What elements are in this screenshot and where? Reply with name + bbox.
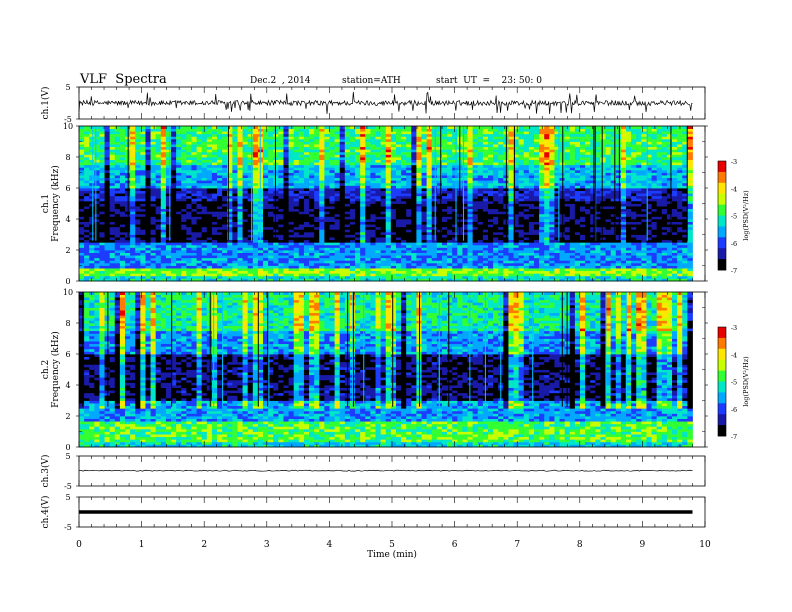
colorbar-tick-2-2: -5 (731, 379, 737, 387)
wave-ytick-label-0-1: -5 (64, 115, 72, 124)
wave-ylabel-0: ch.1(V) (40, 87, 51, 120)
wave-ytick-label-0-0: 5 (65, 83, 70, 92)
y-tick-label-2-3: 6 (65, 350, 70, 359)
x-tick-label-5: 5 (389, 540, 395, 550)
x-tick-label-10: 10 (699, 540, 711, 550)
ch1-trace (78, 91, 693, 115)
colorbar-1 (717, 160, 727, 271)
x-axis-label: Time (min) (367, 549, 417, 560)
wave-ytick-label-3-1: -5 (64, 482, 72, 491)
y-tick-label-2-5: 10 (63, 288, 73, 297)
colorbar-tick-1-0: -3 (731, 158, 737, 166)
wave-ytick-label-4-0: 5 (65, 493, 70, 502)
ch3-trace (78, 469, 693, 472)
y-tick-label-1-4: 8 (65, 153, 70, 162)
start-time-label: start UT = 23: 50: 0 (436, 76, 542, 86)
y-axis-label-ch-1: ch.1 (41, 194, 51, 213)
y-axis-label-freq-1: Frequency (kHz) (50, 165, 61, 242)
colorbar-tick-2-0: -3 (731, 324, 737, 332)
y-tick-label-2-4: 8 (65, 319, 70, 328)
x-tick-label-6: 6 (452, 540, 458, 550)
colorbar-label-1: log(PSD(V²/Hz) (742, 190, 750, 241)
y-tick-label-1-2: 4 (65, 215, 70, 224)
x-tick-label-9: 9 (640, 540, 646, 550)
colorbar-tick-2-3: -6 (731, 406, 737, 414)
y-tick-label-1-0: 0 (65, 277, 70, 286)
colorbar-tick-2-1: -4 (731, 351, 737, 359)
colorbar-label-2: log(PSD(V²/Hz) (742, 356, 750, 407)
y-tick-label-2-2: 4 (65, 381, 70, 390)
y-tick-label-1-1: 2 (65, 246, 70, 255)
y-axis-label-ch-2: ch.2 (41, 360, 51, 379)
x-tick-label-0: 0 (76, 540, 82, 550)
colorbar-tick-1-4: -7 (731, 267, 737, 275)
colorbar-tick-1-3: -6 (731, 240, 737, 248)
wave-ytick-label-3-0: 5 (65, 452, 70, 461)
wave-ytick-label-4-1: -5 (64, 523, 72, 532)
y-axis-label-freq-2: Frequency (kHz) (50, 331, 61, 408)
y-tick-label-2-0: 0 (65, 443, 70, 452)
x-tick-label-4: 4 (327, 540, 333, 550)
colorbar-tick-1-2: -5 (731, 213, 737, 221)
colorbar-2 (717, 326, 727, 437)
y-tick-label-2-1: 2 (65, 412, 70, 421)
date-label: Dec.2 , 2014 (250, 76, 311, 86)
x-tick-label-1: 1 (139, 540, 145, 550)
y-tick-label-1-3: 6 (65, 184, 70, 193)
wave-ylabel-3: ch.3(V) (40, 455, 51, 488)
x-tick-label-3: 3 (264, 540, 270, 550)
station-label: station=ATH (342, 76, 401, 86)
x-tick-label-2: 2 (201, 540, 207, 550)
x-tick-label-8: 8 (577, 540, 583, 550)
y-tick-label-1-5: 10 (63, 122, 73, 131)
colorbar-tick-2-4: -7 (731, 433, 737, 441)
chart-title: VLF Spectra (80, 72, 167, 87)
x-tick-label-7: 7 (514, 540, 520, 550)
wave-ylabel-4: ch.4(V) (40, 496, 51, 529)
colorbar-tick-1-1: -4 (731, 185, 737, 193)
